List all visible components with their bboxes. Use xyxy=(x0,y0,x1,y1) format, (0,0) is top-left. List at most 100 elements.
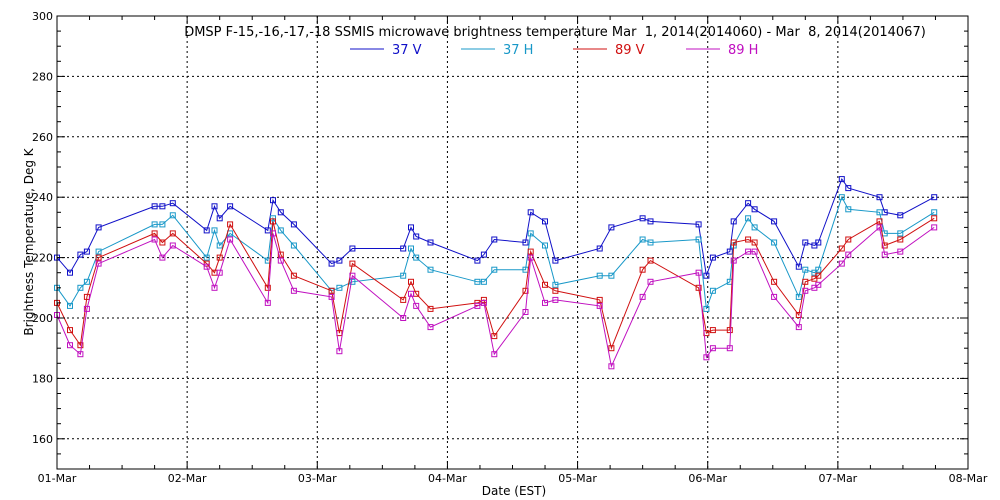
x-tick-label: 01-Mar xyxy=(38,472,77,485)
data-point-37-v xyxy=(751,206,758,213)
data-point-37-h xyxy=(703,305,710,312)
y-tick-label: 260 xyxy=(32,131,53,144)
series-89-h xyxy=(54,224,938,370)
data-point-89-v xyxy=(151,230,158,237)
data-point-37-v xyxy=(169,200,176,207)
legend-item-89-v: 89 V xyxy=(573,43,645,58)
data-point-89-v xyxy=(881,242,888,249)
data-point-37-v xyxy=(745,200,752,207)
data-point-89-v xyxy=(695,284,702,291)
data-point-89-v xyxy=(596,296,603,303)
data-point-89-v xyxy=(67,327,73,334)
data-point-89-h xyxy=(931,224,938,231)
series-line-37-h xyxy=(56,195,935,310)
legend-label: 37 H xyxy=(503,43,533,58)
series-line-89-v xyxy=(56,217,935,350)
data-point-89-h xyxy=(427,324,434,331)
data-point-37-h xyxy=(151,221,158,228)
data-point-37-v xyxy=(802,239,809,246)
data-point-89-v xyxy=(328,287,335,294)
x-tick-label: 03-Mar xyxy=(298,472,337,485)
series-89-v xyxy=(54,215,938,352)
data-point-37-h xyxy=(838,194,845,201)
data-point-37-v xyxy=(542,218,548,225)
data-point-37-v xyxy=(596,245,603,252)
series-37-v xyxy=(54,176,938,279)
data-point-89-v xyxy=(83,293,90,300)
data-point-37-h xyxy=(639,236,646,243)
data-point-89-v xyxy=(216,254,223,261)
data-point-89-h xyxy=(349,272,356,279)
data-point-37-v xyxy=(336,257,343,264)
data-point-37-h xyxy=(336,284,343,291)
data-point-37-v xyxy=(931,194,938,201)
data-point-89-v xyxy=(838,245,845,252)
data-point-89-v xyxy=(349,260,356,267)
data-point-37-h xyxy=(480,278,487,285)
data-point-89-h xyxy=(695,269,702,276)
data-point-37-h xyxy=(795,293,802,300)
data-point-37-v xyxy=(795,263,802,270)
data-point-37-h xyxy=(83,278,90,285)
data-point-89-h xyxy=(522,309,529,315)
series-line-89-h xyxy=(56,226,935,368)
data-point-89-h xyxy=(639,293,646,300)
data-point-37-h xyxy=(474,278,481,285)
data-point-89-v xyxy=(542,281,548,288)
data-point-89-v xyxy=(802,278,809,285)
data-point-37-v xyxy=(726,248,733,255)
chart-title: DMSP F-15,-16,-17,-18 SSMIS microwave br… xyxy=(184,25,926,40)
data-point-89-v xyxy=(751,239,758,246)
data-point-89-v xyxy=(277,251,284,258)
y-tick-label: 200 xyxy=(32,312,53,325)
data-point-89-h xyxy=(400,315,407,321)
data-point-37-h xyxy=(77,284,84,291)
data-point-89-v xyxy=(608,345,615,352)
data-point-89-v xyxy=(552,287,559,294)
data-point-89-v xyxy=(639,266,646,273)
data-point-37-v xyxy=(77,251,84,258)
data-point-89-h xyxy=(211,284,218,291)
data-point-37-v xyxy=(83,248,90,255)
data-point-89-h xyxy=(480,299,487,306)
tick-labels: 01-Mar 02-Mar 03-Mar 04-Mar 05-Mar 06-Mar 07-M… xyxy=(32,10,988,485)
y-axis-label: Brightness Temperature, Deg K xyxy=(22,147,36,335)
data-point-37-v xyxy=(216,215,223,222)
data-point-89-v xyxy=(730,239,737,246)
legend-label: 89 V xyxy=(615,43,645,58)
data-point-37-h xyxy=(802,266,809,273)
series-line-37-v xyxy=(56,178,935,276)
data-point-37-h xyxy=(596,272,603,279)
data-point-37-v xyxy=(227,203,234,210)
data-point-37-h xyxy=(290,242,297,249)
x-tick-label: 04-Mar xyxy=(428,472,467,485)
data-point-37-v xyxy=(95,224,102,231)
data-point-89-h xyxy=(647,278,654,285)
x-tick-label: 06-Mar xyxy=(688,472,727,485)
data-point-37-v xyxy=(527,209,534,216)
data-point-89-v xyxy=(931,215,938,222)
data-point-89-h xyxy=(876,224,883,231)
x-axis-label: Date (EST) xyxy=(482,484,546,498)
data-point-37-v xyxy=(703,272,710,279)
series-37-h xyxy=(54,194,938,312)
data-point-89-v xyxy=(400,296,407,303)
data-point-37-v xyxy=(522,239,529,246)
data-point-37-v xyxy=(408,224,414,231)
data-point-37-v xyxy=(771,218,778,225)
data-point-89-h xyxy=(328,293,335,300)
data-point-37-v xyxy=(639,215,646,222)
data-point-37-v xyxy=(647,218,654,225)
data-point-37-h xyxy=(413,254,420,261)
data-point-37-v xyxy=(277,209,284,216)
data-point-89-v xyxy=(290,272,297,279)
data-point-37-h xyxy=(491,266,498,273)
data-point-89-h xyxy=(802,287,809,294)
data-point-89-v xyxy=(264,284,271,291)
data-point-89-h xyxy=(77,351,84,358)
data-point-89-h xyxy=(703,354,710,361)
data-point-37-h xyxy=(95,248,102,255)
legend-item-37-v: 37 V xyxy=(350,43,422,58)
data-point-89-h xyxy=(897,248,904,255)
